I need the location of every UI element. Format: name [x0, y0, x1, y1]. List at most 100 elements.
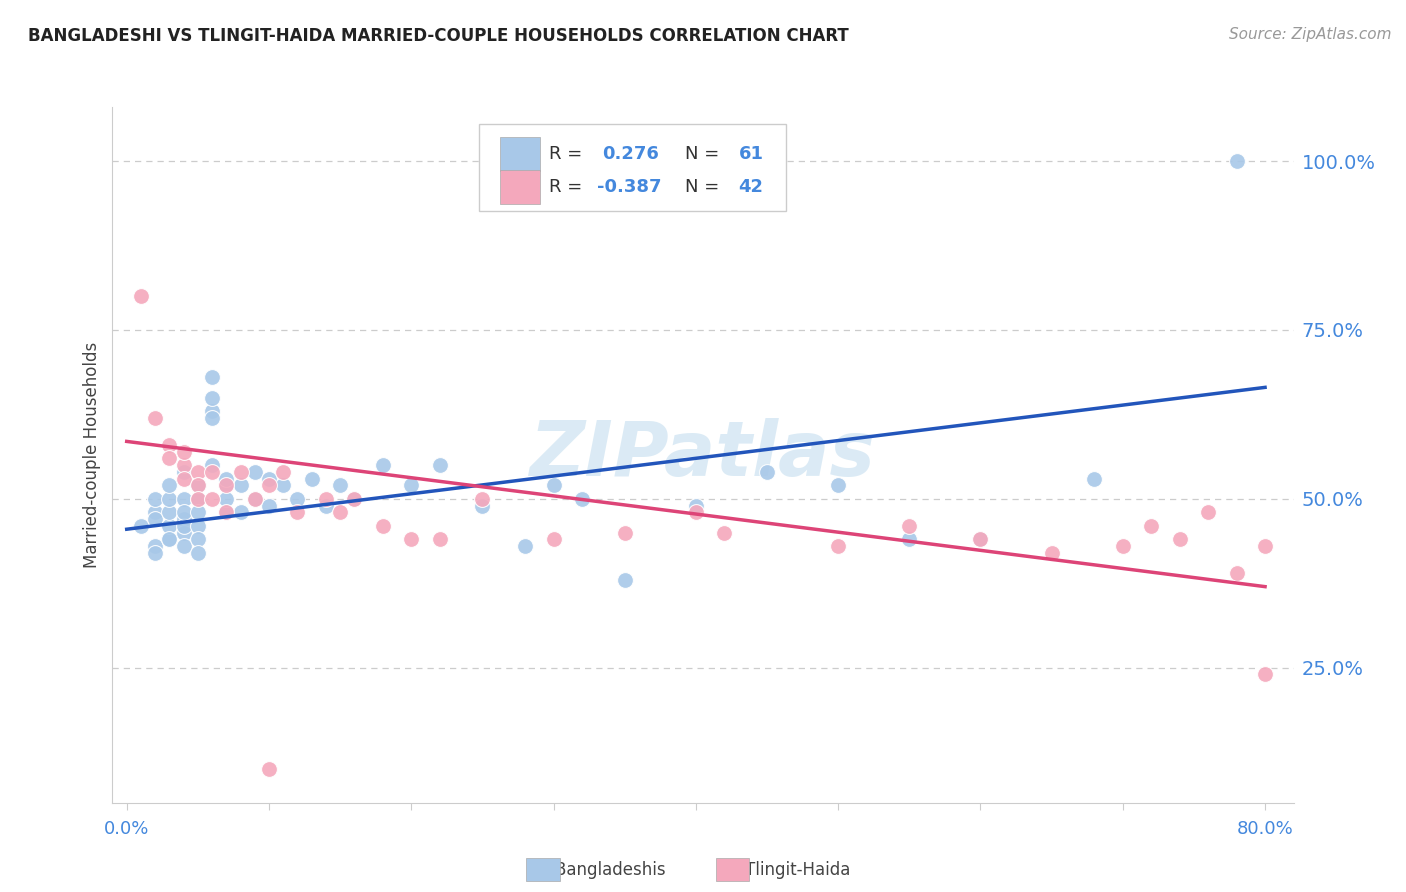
- Point: [201, 491, 224, 506]
- Point: [543, 478, 565, 492]
- Point: [1040, 546, 1063, 560]
- Text: ZIPatlas: ZIPatlas: [530, 418, 876, 491]
- FancyBboxPatch shape: [501, 170, 540, 204]
- Point: [756, 465, 779, 479]
- Point: [173, 458, 195, 472]
- Text: 0.0%: 0.0%: [104, 820, 149, 838]
- Point: [187, 478, 209, 492]
- Text: Tlingit-Haida: Tlingit-Haida: [724, 861, 851, 879]
- Point: [613, 573, 636, 587]
- Point: [215, 491, 238, 506]
- Text: Bangladeshis: Bangladeshis: [534, 861, 666, 879]
- Point: [229, 505, 252, 519]
- Point: [215, 505, 238, 519]
- Point: [329, 478, 352, 492]
- Point: [429, 533, 451, 547]
- Point: [173, 539, 195, 553]
- Point: [713, 525, 735, 540]
- Point: [969, 533, 991, 547]
- Point: [157, 519, 180, 533]
- Point: [343, 491, 366, 506]
- Point: [1254, 539, 1277, 553]
- Point: [201, 458, 224, 472]
- Point: [543, 533, 565, 547]
- Text: 61: 61: [738, 145, 763, 163]
- Point: [1197, 505, 1219, 519]
- Point: [173, 465, 195, 479]
- Text: -0.387: -0.387: [596, 178, 661, 196]
- Text: 42: 42: [738, 178, 763, 196]
- Point: [143, 546, 166, 560]
- Point: [471, 499, 494, 513]
- Point: [157, 533, 180, 547]
- Point: [187, 491, 209, 506]
- Point: [1112, 539, 1135, 553]
- Point: [1226, 154, 1249, 169]
- Point: [143, 491, 166, 506]
- Point: [287, 491, 309, 506]
- Point: [157, 491, 180, 506]
- Point: [201, 465, 224, 479]
- Y-axis label: Married-couple Households: Married-couple Households: [83, 342, 101, 568]
- Point: [1226, 566, 1249, 581]
- Point: [129, 519, 152, 533]
- Point: [215, 472, 238, 486]
- Point: [143, 512, 166, 526]
- Point: [343, 491, 366, 506]
- Text: R =: R =: [550, 145, 589, 163]
- Point: [187, 478, 209, 492]
- Point: [371, 458, 394, 472]
- Point: [315, 491, 337, 506]
- Text: 80.0%: 80.0%: [1237, 820, 1294, 838]
- Point: [1140, 519, 1163, 533]
- Point: [257, 472, 280, 486]
- Point: [898, 533, 921, 547]
- Point: [187, 491, 209, 506]
- Point: [201, 404, 224, 418]
- Point: [229, 478, 252, 492]
- Point: [827, 478, 849, 492]
- Point: [173, 512, 195, 526]
- Point: [471, 491, 494, 506]
- Point: [1083, 472, 1105, 486]
- Point: [173, 519, 195, 533]
- Point: [187, 533, 209, 547]
- Point: [271, 478, 294, 492]
- FancyBboxPatch shape: [478, 124, 786, 211]
- Text: N =: N =: [685, 178, 725, 196]
- Point: [201, 391, 224, 405]
- Point: [685, 499, 707, 513]
- Point: [187, 519, 209, 533]
- Point: [371, 519, 394, 533]
- Point: [143, 539, 166, 553]
- Point: [129, 289, 152, 303]
- Point: [187, 465, 209, 479]
- Point: [229, 465, 252, 479]
- Text: BANGLADESHI VS TLINGIT-HAIDA MARRIED-COUPLE HOUSEHOLDS CORRELATION CHART: BANGLADESHI VS TLINGIT-HAIDA MARRIED-COU…: [28, 27, 849, 45]
- Point: [173, 505, 195, 519]
- Point: [613, 525, 636, 540]
- Point: [201, 410, 224, 425]
- Point: [157, 478, 180, 492]
- Point: [969, 533, 991, 547]
- Point: [173, 491, 195, 506]
- Point: [143, 410, 166, 425]
- Point: [243, 465, 266, 479]
- Point: [173, 444, 195, 458]
- Text: N =: N =: [685, 145, 725, 163]
- Point: [187, 505, 209, 519]
- Point: [401, 533, 423, 547]
- Point: [827, 539, 849, 553]
- Point: [157, 533, 180, 547]
- Text: 0.276: 0.276: [603, 145, 659, 163]
- Point: [257, 499, 280, 513]
- Point: [429, 458, 451, 472]
- Point: [271, 465, 294, 479]
- Point: [401, 478, 423, 492]
- Point: [187, 546, 209, 560]
- Point: [1254, 667, 1277, 681]
- Point: [173, 525, 195, 540]
- Point: [173, 472, 195, 486]
- Text: R =: R =: [550, 178, 589, 196]
- Point: [215, 478, 238, 492]
